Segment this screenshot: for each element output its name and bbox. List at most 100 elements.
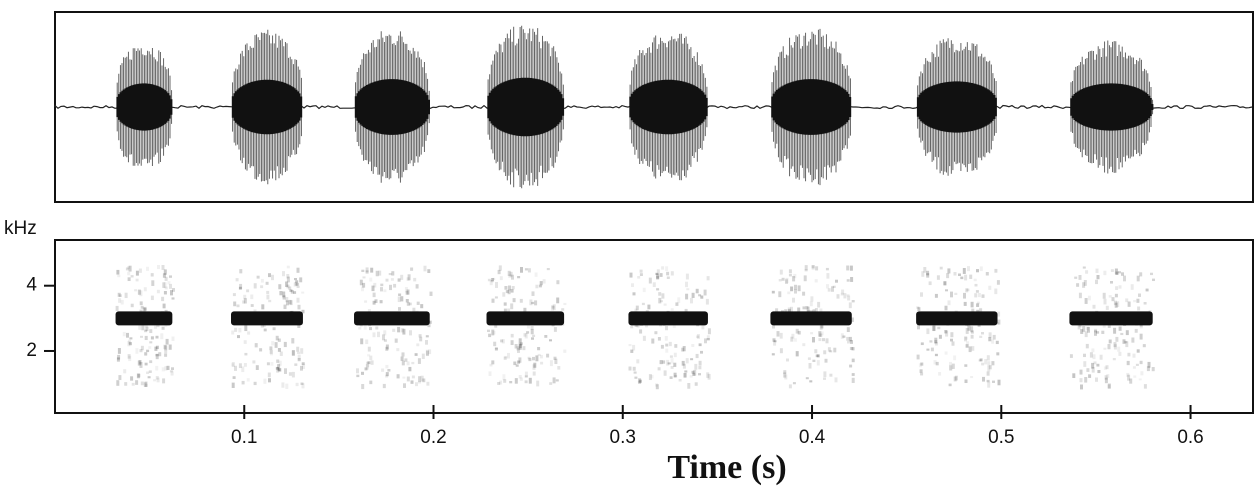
noise — [139, 349, 143, 353]
noise — [781, 277, 785, 281]
noise — [161, 296, 165, 302]
noise — [277, 367, 281, 372]
noise — [641, 302, 645, 306]
noise — [674, 375, 678, 378]
noise — [783, 372, 787, 378]
noise — [834, 377, 838, 383]
noise — [556, 280, 560, 285]
noise — [515, 364, 519, 367]
noise — [499, 380, 503, 385]
noise — [531, 291, 535, 296]
noise — [504, 286, 508, 290]
noise — [977, 293, 981, 298]
noise — [825, 267, 829, 271]
noise — [510, 303, 514, 310]
noise — [978, 359, 982, 362]
noise — [301, 291, 305, 294]
noise — [130, 275, 134, 278]
noise — [666, 276, 670, 279]
noise — [164, 350, 168, 354]
noise — [546, 268, 550, 271]
noise — [794, 284, 797, 290]
noise — [923, 267, 927, 273]
noise — [657, 337, 661, 341]
noise — [685, 281, 688, 288]
noise — [563, 302, 567, 306]
noise — [117, 354, 121, 360]
noise — [986, 379, 990, 383]
noise — [934, 342, 938, 346]
noise — [1117, 346, 1121, 352]
noise — [1107, 384, 1111, 389]
noise — [266, 362, 270, 366]
noise — [143, 307, 147, 312]
noise — [283, 304, 287, 310]
noise — [511, 274, 514, 280]
noise — [127, 341, 131, 347]
noise — [149, 329, 153, 334]
noise — [706, 372, 710, 378]
noise — [691, 344, 695, 347]
noise — [1135, 363, 1139, 366]
noise — [1151, 367, 1155, 372]
noise — [816, 354, 820, 358]
noise — [1083, 361, 1087, 367]
noise — [929, 340, 933, 343]
noise — [655, 272, 659, 276]
noise — [491, 360, 495, 365]
noise — [151, 280, 155, 286]
noise — [1125, 298, 1129, 303]
noise — [118, 294, 122, 297]
noise — [920, 362, 924, 366]
noise — [422, 378, 426, 383]
noise — [365, 267, 369, 272]
noise — [938, 372, 942, 376]
noise — [960, 276, 964, 280]
noise — [683, 373, 687, 378]
noise — [773, 341, 777, 346]
noise — [690, 358, 694, 361]
noise — [524, 380, 528, 384]
noise — [367, 309, 371, 314]
noise — [1093, 361, 1097, 365]
noise — [659, 360, 663, 365]
noise — [503, 302, 507, 306]
noise — [1124, 340, 1128, 344]
noise — [271, 274, 274, 281]
noise — [966, 288, 970, 292]
noise — [951, 363, 955, 369]
noise — [277, 348, 281, 352]
noise — [397, 278, 401, 282]
noise — [250, 294, 254, 300]
noise — [971, 346, 975, 351]
noise — [1115, 286, 1119, 290]
noise — [1092, 304, 1096, 309]
noise — [137, 289, 141, 295]
noise — [926, 328, 930, 335]
noise — [272, 327, 276, 331]
noise — [1077, 325, 1081, 330]
noise — [392, 328, 396, 332]
noise — [1080, 384, 1083, 390]
noise — [665, 343, 669, 347]
noise — [246, 289, 250, 293]
noise — [935, 361, 939, 366]
noise — [778, 279, 782, 282]
noise — [370, 360, 374, 365]
noise — [294, 278, 297, 281]
noise — [684, 308, 688, 314]
noise — [239, 269, 243, 274]
noise — [369, 355, 373, 361]
noise — [665, 326, 668, 331]
noise — [164, 345, 168, 351]
noise — [948, 383, 952, 387]
noise — [674, 344, 678, 348]
noise — [788, 384, 792, 389]
noise — [921, 271, 925, 277]
noise — [964, 364, 968, 367]
noise — [235, 278, 239, 282]
noise — [150, 295, 154, 301]
noise — [523, 307, 527, 314]
noise — [1126, 360, 1130, 366]
